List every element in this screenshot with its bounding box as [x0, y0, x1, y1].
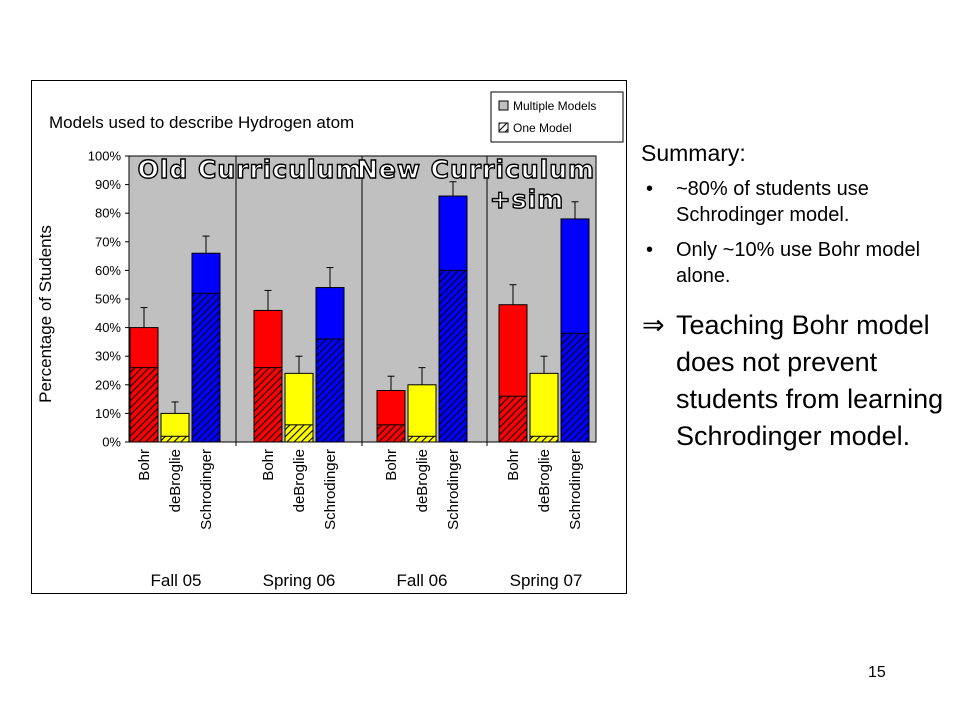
- legend-swatch-one: [498, 122, 509, 133]
- bar-hatch-one-model: [129, 367, 159, 443]
- bar-hatch-one-model: [438, 269, 468, 443]
- x-tick-label: Bohr: [136, 449, 153, 481]
- x-tick-label: Schrodinger: [445, 449, 462, 530]
- bar-hatch-one-model: [376, 424, 406, 443]
- summary-bullet: ~80% of students use Schrodinger model.: [638, 176, 958, 228]
- chart-container: Old Curriculum New Curriculum +sim Models …: [31, 80, 627, 594]
- group-label: Spring 06: [263, 571, 336, 590]
- y-tick-label: 100%: [88, 149, 122, 164]
- implies-icon: ⇒: [642, 310, 665, 340]
- x-tick-label: deBroglie: [414, 449, 431, 512]
- x-tick-label: deBroglie: [291, 449, 308, 512]
- group-label: Fall 06: [396, 571, 447, 590]
- y-tick-label: 20%: [95, 377, 121, 392]
- bar-debroglie: [529, 372, 559, 443]
- y-tick-label: 90%: [95, 177, 121, 192]
- page-number: 15: [868, 664, 886, 681]
- curriculum-annotation: +sim: [490, 185, 564, 214]
- legend-swatch-multiple: [498, 100, 509, 111]
- y-tick-label: 10%: [95, 406, 121, 421]
- bar-hatch-one-model: [315, 338, 345, 443]
- x-tick-label: Bohr: [383, 449, 400, 481]
- bar-hatch-one-model: [191, 292, 221, 443]
- summary-panel: Summary: ~80% of students use Schrodinge…: [638, 140, 958, 455]
- curriculum-annotation: New Curriculum: [357, 155, 595, 184]
- x-tick-label: Bohr: [260, 449, 277, 481]
- legend-label: One Model: [513, 121, 572, 135]
- bar-hatch-one-model: [284, 424, 314, 443]
- y-tick-label: 60%: [95, 263, 121, 278]
- chart-title: Models used to describe Hydrogen atom: [49, 113, 354, 132]
- y-axis-label: Percentage of Students: [36, 225, 55, 403]
- x-tick-label: deBroglie: [536, 449, 553, 512]
- bar-hatch-one-model: [560, 332, 590, 443]
- group-label: Spring 07: [510, 571, 583, 590]
- y-tick-label: 50%: [95, 292, 121, 307]
- y-tick-label: 30%: [95, 349, 121, 364]
- conclusion: ⇒ Teaching Bohr model does not prevent s…: [638, 307, 956, 455]
- y-tick-label: 80%: [95, 206, 121, 221]
- x-tick-label: Bohr: [505, 449, 522, 481]
- bar-hatch-one-model: [529, 435, 559, 443]
- conclusion-text: Teaching Bohr model does not prevent stu…: [676, 310, 944, 451]
- curriculum-annotation: Old Curriculum: [138, 155, 363, 184]
- y-tick-label: 40%: [95, 320, 121, 335]
- x-tick-label: deBroglie: [167, 449, 184, 512]
- x-tick-label: Schrodinger: [322, 449, 339, 530]
- legend-box: [490, 91, 624, 143]
- x-tick-label: Schrodinger: [567, 449, 584, 530]
- bar-hatch-one-model: [253, 367, 283, 443]
- bar-hatch-one-model: [407, 435, 437, 443]
- y-tick-label: 0%: [102, 435, 121, 450]
- bar-debroglie: [407, 384, 437, 443]
- bar-hatch-one-model: [498, 395, 528, 443]
- summary-list: ~80% of students use Schrodinger model. …: [638, 176, 958, 289]
- y-tick-label: 70%: [95, 234, 121, 249]
- summary-title: Summary:: [641, 140, 746, 166]
- group-label: Fall 05: [150, 571, 201, 590]
- summary-bullet: Only ~10% use Bohr model alone.: [638, 237, 958, 289]
- x-tick-label: Schrodinger: [198, 449, 215, 530]
- legend-label: Multiple Models: [513, 99, 596, 113]
- bar-hatch-one-model: [160, 435, 190, 443]
